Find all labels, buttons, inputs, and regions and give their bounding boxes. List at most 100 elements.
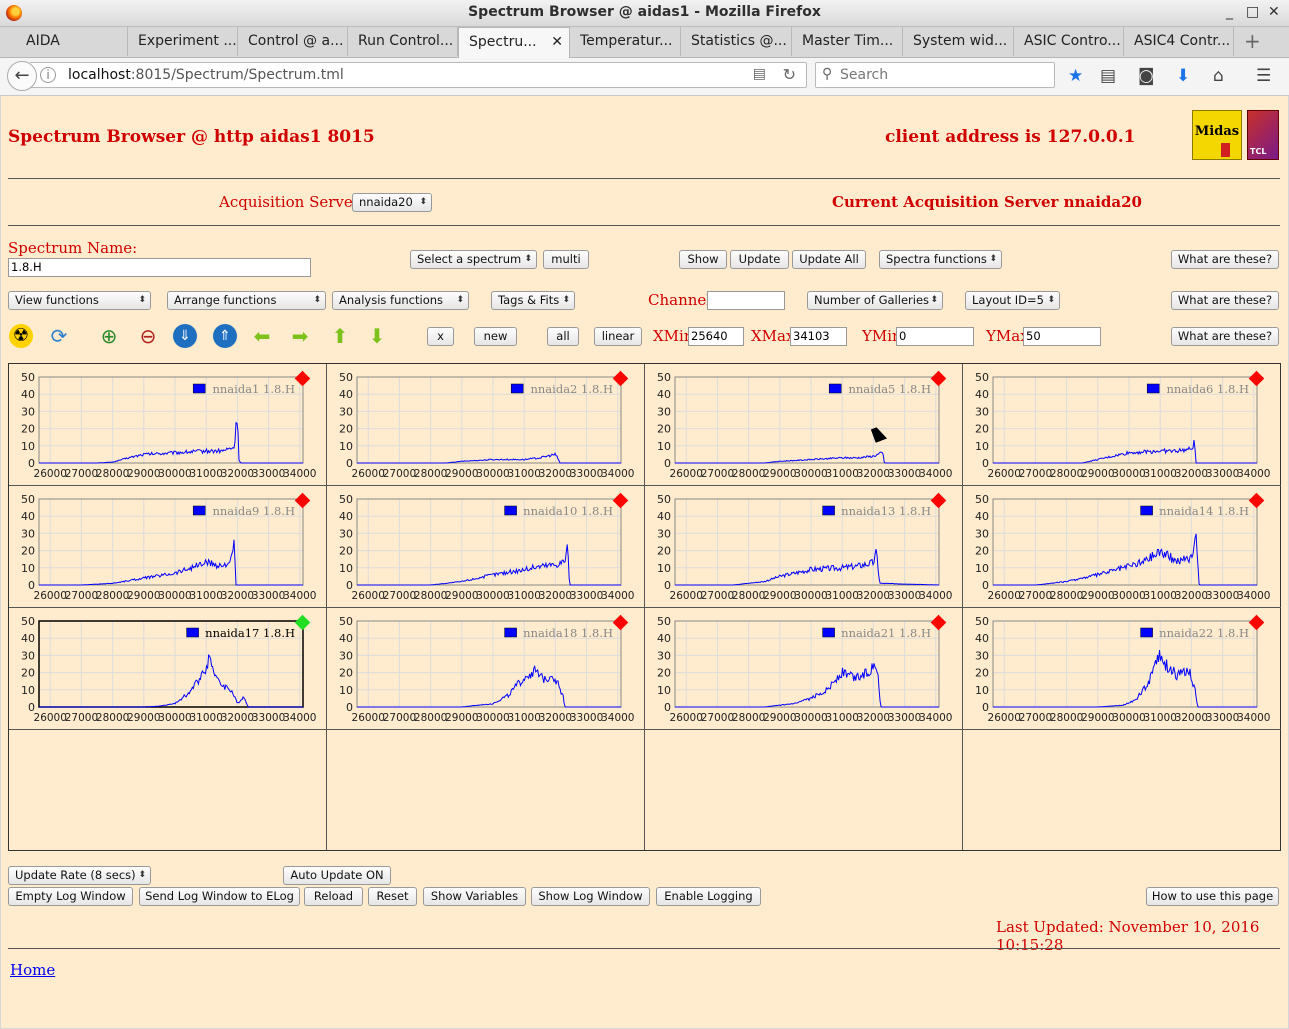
minimize-button[interactable]: _ (1226, 4, 1233, 20)
downloads-icon[interactable]: ⬇ (1176, 66, 1191, 86)
layout-id-dropdown[interactable]: Layout ID=5 ⬍ (965, 291, 1060, 310)
number-of-galleries-dropdown[interactable]: Number of Galleries ⬍ (807, 291, 943, 310)
page-content: Spectrum Browser @ http aidas1 8015 clie… (1, 96, 1288, 1028)
arrange-functions-dropdown[interactable]: Arrange functions ⬍ (167, 291, 326, 310)
acquisition-server-select[interactable]: nnaida20 ⬍ (352, 193, 432, 212)
empty-spectrum-cell[interactable] (963, 730, 1281, 850)
reset-button[interactable]: Reset (368, 887, 417, 906)
xmax-input[interactable]: 34103 (790, 327, 847, 346)
reload-button[interactable]: Reload (304, 887, 363, 906)
x-tick-label: 34000 (919, 468, 952, 480)
x-tick-label: 31000 (508, 468, 541, 480)
arrow-left-icon[interactable]: ⬅ (253, 324, 271, 348)
y-tick-label: 10 (657, 440, 671, 453)
spectrum-cell[interactable]: 0 10 20 30 40 50 26000 27000 28000 29000 30000 3100… (963, 364, 1281, 486)
what-are-these-button-1[interactable]: What are these? (1171, 250, 1279, 269)
show-log-window-button[interactable]: Show Log Window (531, 887, 650, 906)
pocket-icon[interactable]: ◙ (1138, 66, 1155, 86)
spectrum-cell[interactable]: 0 10 20 30 40 50 26000 27000 28000 29000 30000 3100… (963, 486, 1281, 608)
new-tab-icon[interactable]: + (1244, 29, 1261, 53)
how-to-use-button[interactable]: How to use this page (1146, 887, 1279, 906)
update-button[interactable]: Update (730, 250, 789, 269)
tab-temperature[interactable]: Temperatur... (570, 27, 681, 56)
analysis-functions-dropdown[interactable]: Analysis functions ⬍ (332, 291, 469, 310)
zoom-out-icon[interactable]: ⊖ (139, 324, 157, 348)
send-log-to-elog-button[interactable]: Send Log Window to ELog (139, 887, 300, 906)
spectrum-cell[interactable]: 0 10 20 30 40 50 26000 27000 28000 29000 30000 3100… (645, 364, 963, 486)
maximize-button[interactable]: □ (1246, 4, 1260, 20)
zoom-in-icon[interactable]: ⊕ (100, 324, 118, 348)
url-bar[interactable]: i localhost:8015/Spectrum/Spectrum.tml ▤… (30, 62, 807, 88)
x-button[interactable]: x (427, 327, 454, 346)
what-are-these-button-2[interactable]: What are these? (1171, 291, 1279, 310)
scale-up-icon[interactable]: ⇑ (213, 324, 237, 348)
auto-update-button[interactable]: Auto Update ON (283, 866, 391, 885)
linear-button[interactable]: linear (594, 327, 642, 346)
ymax-input[interactable]: 50 (1023, 327, 1101, 346)
bookmark-star-icon[interactable]: ★ (1068, 66, 1084, 86)
spectrum-cell[interactable]: 0 10 20 30 40 50 26000 27000 28000 29000 30000 3100… (9, 608, 327, 730)
tab-asic-control[interactable]: ASIC Contro... (1014, 27, 1124, 56)
search-input[interactable]: ⚲ Search (815, 62, 1055, 88)
spectrum-cell[interactable]: 0 10 20 30 40 50 26000 27000 28000 29000 30000 3100… (963, 608, 1281, 730)
new-button[interactable]: new (474, 327, 517, 346)
tags-fits-dropdown[interactable]: Tags & Fits ⬍ (491, 291, 575, 310)
empty-log-window-button[interactable]: Empty Log Window (8, 887, 133, 906)
home-icon[interactable]: ⌂ (1213, 66, 1224, 86)
show-variables-button[interactable]: Show Variables (423, 887, 526, 906)
tab-asic4-control[interactable]: ASIC4 Contr... (1124, 27, 1234, 56)
reader-view-icon[interactable]: ▤ (752, 66, 766, 82)
tab-spectrum[interactable]: Spectru... ✕ (458, 27, 570, 58)
radiation-icon[interactable]: ☢ (9, 324, 33, 348)
spectra-functions-dropdown[interactable]: Spectra functions ⬍ (879, 250, 1002, 269)
tab-statistics[interactable]: Statistics @... (681, 27, 792, 56)
arrow-down-icon[interactable]: ⬇ (368, 324, 386, 348)
y-tick-label: 0 (664, 701, 671, 714)
all-button[interactable]: all (547, 327, 579, 346)
update-all-button[interactable]: Update All (792, 250, 866, 269)
refresh-icon[interactable]: ⟳ (50, 324, 68, 348)
plot-frame (38, 620, 304, 708)
spectrum-cell[interactable]: 0 10 20 30 40 50 26000 27000 28000 29000 30000 3100… (645, 608, 963, 730)
tab-label: Experiment ... (138, 33, 237, 49)
multi-button[interactable]: multi (543, 250, 589, 269)
spectrum-name-input[interactable]: 1.8.H (8, 258, 311, 277)
scale-down-icon[interactable]: ⇓ (173, 324, 197, 348)
arrow-right-icon[interactable]: ➡ (291, 324, 309, 348)
spectrum-cell[interactable]: 0 10 20 30 40 50 26000 27000 28000 29000 30000 3100… (645, 486, 963, 608)
info-icon[interactable]: i (40, 67, 56, 83)
back-button[interactable]: ← (7, 61, 37, 91)
close-tab-icon[interactable]: ✕ (551, 34, 563, 50)
empty-spectrum-cell[interactable] (9, 730, 327, 850)
menu-icon[interactable]: ☰ (1256, 66, 1272, 86)
show-button[interactable]: Show (679, 250, 727, 269)
reload-icon[interactable]: ↻ (782, 65, 796, 84)
y-tick-label: 20 (657, 545, 671, 558)
close-window-button[interactable]: ✕ (1268, 4, 1280, 20)
enable-logging-button[interactable]: Enable Logging (656, 887, 761, 906)
tab-run-control[interactable]: Run Control... (348, 27, 458, 56)
spectrum-cell[interactable]: 0 10 20 30 40 50 26000 27000 28000 29000 30000 3100… (327, 486, 645, 608)
update-rate-dropdown[interactable]: Update Rate (8 secs) ⬍ (8, 866, 151, 885)
channel-input[interactable] (707, 291, 785, 310)
ymin-input[interactable]: 0 (896, 327, 974, 346)
xmin-input[interactable]: 25640 (688, 327, 744, 346)
tab-aida[interactable]: AIDA (16, 27, 128, 56)
arrow-up-icon[interactable]: ⬆ (331, 324, 349, 348)
spectrum-chart: 0 10 20 30 40 50 26000270002800029000300003100… (975, 615, 1270, 724)
bookmarks-list-icon[interactable]: ▤ (1100, 66, 1117, 86)
empty-spectrum-cell[interactable] (645, 730, 963, 850)
tab-master-timing[interactable]: Master Tim... (792, 27, 903, 56)
view-functions-dropdown[interactable]: View functions ⬍ (8, 291, 151, 310)
tab-control[interactable]: Control @ a... (238, 27, 348, 56)
home-link[interactable]: Home (10, 961, 56, 979)
what-are-these-button-3[interactable]: What are these? (1171, 327, 1279, 346)
spectrum-cell[interactable]: 0 10 20 30 40 50 26000 27000 28000 29000 30000 3100… (9, 364, 327, 486)
spectrum-cell[interactable]: 0 10 20 30 40 50 26000 27000 28000 29000 30000 3100… (327, 608, 645, 730)
tab-experiment[interactable]: Experiment ... (128, 27, 238, 56)
select-spectrum-dropdown[interactable]: Select a spectrum ⬍ (410, 250, 537, 269)
spectrum-cell[interactable]: 0 10 20 30 40 50 26000 27000 28000 29000 30000 3100… (327, 364, 645, 486)
empty-spectrum-cell[interactable] (327, 730, 645, 850)
spectrum-cell[interactable]: 0 10 20 30 40 50 26000 27000 28000 29000 30000 3100… (9, 486, 327, 608)
tab-system-wide[interactable]: System wid... (903, 27, 1014, 56)
